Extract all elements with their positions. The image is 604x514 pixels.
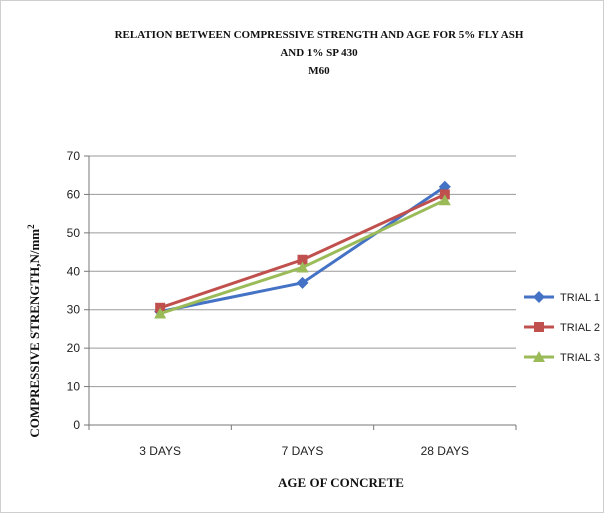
legend-marker-3 [533, 351, 545, 362]
chart-title-line-3: M60 [308, 65, 330, 77]
series-3-point-2 [438, 194, 451, 206]
x-axis-title: AGE OF CONCRETE [278, 475, 404, 490]
y-axis-title-superscript: 2 [26, 224, 36, 229]
y-tick-label-60: 60 [67, 187, 81, 201]
y-tick-label-0: 0 [73, 418, 80, 432]
legend-label-2: TRIAL 2 [560, 322, 600, 334]
series-3-point-1 [296, 261, 309, 273]
chart-title-line-2: AND 1% SP 430 [280, 47, 358, 59]
series-3 [154, 194, 451, 319]
series-1-point-1 [296, 276, 309, 289]
chart-title: RELATION BETWEEN COMPRESSIVE STRENGTH AN… [115, 29, 524, 77]
y-tick-label-10: 10 [67, 380, 81, 394]
y-axis-title-text: COMPRESSIVE STRENGTH,N/mm [27, 229, 42, 438]
series-line-2 [159, 193, 446, 310]
y-tick-label-40: 40 [67, 264, 81, 278]
chart-title-line-1: RELATION BETWEEN COMPRESSIVE STRENGTH AN… [115, 29, 524, 41]
series-2-point-1 [297, 254, 308, 265]
y-axis-title: COMPRESSIVE STRENGTH,N/mm2 [26, 224, 42, 438]
series-3-point-0 [154, 307, 167, 319]
x-tick-label-0: 3 DAYS [139, 444, 181, 458]
x-tick-label-1: 7 DAYS [282, 444, 324, 458]
axes: 0 10 20 30 40 50 60 70 3 DAYS 7 DAYS 28 DAYS [67, 149, 517, 458]
y-tick-label-50: 50 [67, 226, 81, 240]
x-tick-label-2: 28 DAYS [421, 444, 469, 458]
legend-marker-1 [533, 291, 545, 303]
legend-label-3: TRIAL 3 [560, 352, 600, 364]
legend-label-1: TRIAL 1 [560, 292, 600, 304]
y-tick-label-70: 70 [67, 149, 81, 163]
legend: TRIAL 1 TRIAL 2 TRIAL 3 [524, 291, 600, 364]
series-1 [154, 180, 451, 318]
series-2 [155, 189, 450, 313]
series-lines [154, 180, 451, 319]
y-tick-label-30: 30 [67, 303, 81, 317]
y-tick-label-20: 20 [67, 341, 81, 355]
legend-marker-2 [534, 322, 544, 332]
